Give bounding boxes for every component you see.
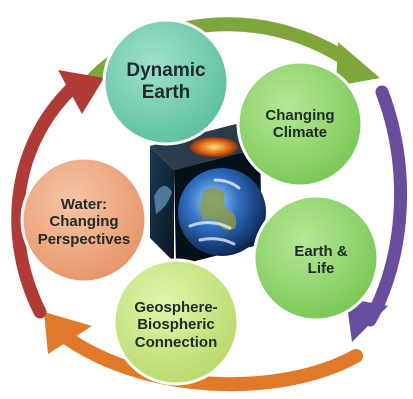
arrow-green-head (336, 42, 380, 86)
ocean-creature-image (154, 185, 172, 214)
earth-cube (150, 124, 266, 266)
arrow-purple (363, 85, 408, 327)
circle-changing-climate (236, 60, 364, 188)
circle-water (20, 156, 148, 284)
arrow-orange-head (44, 312, 92, 354)
globe-clouds (188, 178, 241, 246)
circle-earth-life (252, 194, 380, 322)
globe-continents (200, 187, 237, 231)
arrow-red (11, 83, 77, 319)
cycle-arrows (11, 17, 408, 392)
arrow-orange (49, 323, 363, 392)
arrow-red-head (58, 70, 104, 114)
circle-dynamic-earth (102, 18, 230, 146)
earth-core-image (190, 137, 238, 157)
arrow-purple-head (346, 298, 388, 342)
circle-geosphere (112, 258, 240, 386)
